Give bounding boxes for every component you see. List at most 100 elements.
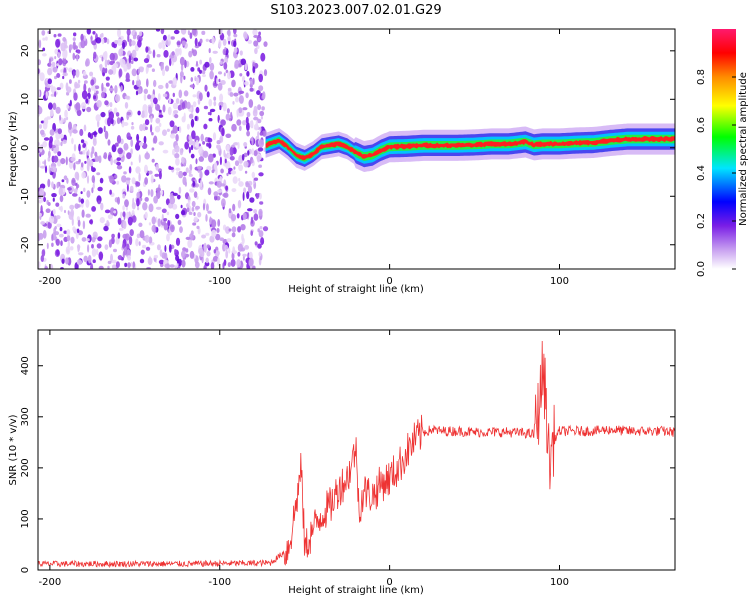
- noise-blob: [231, 232, 236, 238]
- noise-blob: [232, 101, 235, 105]
- noise-blob: [129, 229, 134, 237]
- noise-blob: [72, 193, 78, 197]
- spectrogram-y-tick-label: -10: [20, 188, 31, 204]
- noise-blob: [63, 117, 67, 123]
- noise-blob: [192, 94, 197, 98]
- noise-blob: [242, 120, 247, 126]
- noise-blob: [226, 29, 231, 36]
- noise-blob: [91, 175, 96, 184]
- noise-blob: [221, 198, 226, 208]
- noise-blob: [137, 206, 140, 211]
- noise-blob: [136, 198, 140, 207]
- snr-x-axis: -200 -100 0 100: [39, 330, 569, 588]
- noise-blob: [38, 39, 42, 49]
- noise-blob: [172, 92, 175, 98]
- noise-blob: [195, 76, 200, 86]
- noise-blob: [242, 253, 247, 257]
- noise-blob: [258, 139, 264, 148]
- noise-blob: [86, 190, 91, 198]
- noise-blob: [173, 110, 179, 114]
- noise-blob: [202, 150, 209, 158]
- noise-blob: [148, 106, 153, 115]
- noise-blob: [54, 231, 60, 236]
- noise-blob: [55, 106, 61, 114]
- spectrogram-x-tick-label: 100: [550, 276, 569, 287]
- noise-blob: [45, 208, 51, 213]
- noise-blob: [83, 124, 87, 132]
- noise-blob: [210, 262, 215, 269]
- noise-blob: [146, 78, 149, 88]
- noise-blob: [162, 44, 166, 50]
- noise-blob: [138, 31, 143, 37]
- noise-blob: [259, 201, 264, 205]
- noise-blob: [258, 208, 263, 217]
- noise-blob: [196, 195, 199, 200]
- noise-blob: [39, 183, 46, 189]
- noise-blob: [161, 252, 166, 259]
- noise-blob: [124, 102, 129, 109]
- noise-blob: [73, 144, 77, 152]
- noise-blob: [94, 151, 98, 157]
- noise-blob: [80, 191, 83, 195]
- noise-blob: [226, 238, 232, 243]
- noise-blob: [54, 226, 57, 230]
- snr-y-tick-label: 100: [20, 509, 31, 528]
- noise-blob: [158, 109, 162, 113]
- noise-blob: [107, 139, 111, 146]
- noise-blob: [204, 84, 208, 92]
- noise-blob: [172, 77, 178, 86]
- noise-blob: [257, 131, 260, 138]
- noise-blob: [123, 143, 129, 151]
- noise-blob: [86, 175, 90, 184]
- noise-blob: [47, 178, 51, 188]
- noise-blob: [76, 184, 80, 189]
- snr-x-tick-label: 0: [386, 577, 392, 588]
- noise-blob: [229, 156, 235, 161]
- noise-blob: [206, 165, 212, 171]
- noise-blob: [73, 32, 77, 37]
- noise-blob: [221, 127, 225, 137]
- noise-blob: [132, 79, 135, 86]
- noise-blob: [98, 251, 104, 261]
- noise-blob: [207, 187, 212, 196]
- noise-blob: [50, 166, 57, 173]
- noise-blob: [227, 71, 231, 80]
- colorbar-tick-label: 0.4: [696, 165, 707, 181]
- noise-blob: [211, 229, 217, 238]
- noise-blob: [226, 144, 230, 152]
- noise-blob: [238, 177, 241, 182]
- noise-blob: [111, 41, 116, 48]
- noise-blob: [183, 112, 186, 122]
- noise-blob: [104, 100, 109, 106]
- noise-blob: [197, 165, 202, 170]
- colorbar-tick-label: 0.8: [696, 69, 707, 85]
- noise-blob: [108, 69, 114, 75]
- noise-blob: [243, 152, 248, 158]
- noise-blob: [226, 172, 229, 177]
- noise-blob: [92, 231, 98, 239]
- noise-blob: [138, 154, 141, 164]
- colorbar-gradient: [712, 29, 736, 269]
- noise-blob: [109, 102, 113, 108]
- noise-blob: [242, 212, 247, 220]
- noise-blob: [251, 171, 255, 179]
- noise-blob: [156, 244, 161, 251]
- noise-blob: [51, 193, 57, 198]
- noise-blob: [166, 128, 170, 132]
- noise-blob: [233, 142, 239, 146]
- noise-blob: [93, 51, 97, 59]
- spectrogram-x-axis: -200 -100 0 100: [39, 29, 569, 287]
- noise-blob: [51, 61, 56, 67]
- noise-blob: [205, 38, 209, 42]
- noise-blob: [93, 95, 97, 100]
- noise-blob: [179, 56, 185, 66]
- noise-blob: [174, 153, 180, 159]
- noise-blob: [225, 249, 229, 259]
- noise-blob: [73, 92, 78, 101]
- noise-blob: [176, 171, 179, 176]
- noise-blob: [128, 38, 133, 47]
- noise-blob: [135, 90, 139, 96]
- noise-blob: [133, 57, 139, 62]
- noise-blob: [155, 117, 161, 124]
- noise-blob: [135, 168, 140, 172]
